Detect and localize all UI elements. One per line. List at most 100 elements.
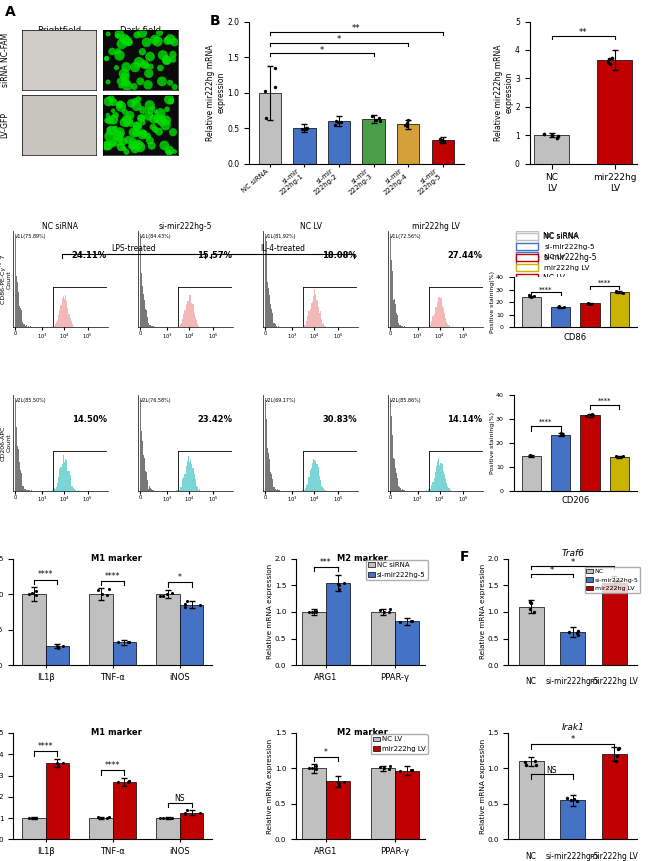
Y-axis label: Relative mRNA expression: Relative mRNA expression [267,564,274,660]
Text: ***: *** [320,558,332,567]
Point [525,449,535,462]
Point [553,128,564,142]
Text: IL-4-treated: IL-4-treated [260,245,306,253]
Text: NS: NS [547,765,557,775]
Bar [180,813,203,839]
Polygon shape [265,460,356,491]
Point [304,604,314,618]
Point [406,614,417,628]
Text: Brightfield: Brightfield [37,26,81,34]
Bar [516,232,538,244]
Point [530,758,541,771]
Text: M1 marker: M1 marker [90,554,142,563]
Point [608,579,619,593]
Point [27,586,37,600]
Point [333,775,343,789]
Text: 23.42%: 23.42% [197,415,232,424]
Point [155,812,165,826]
Y-axis label: CD86-PE-Cy™ 7
Count: CD86-PE-Cy™ 7 Count [0,255,12,304]
Point [525,449,536,462]
Text: si-mir222hg-5: si-mir222hg-5 [546,852,599,861]
Legend: NC, si-mir222hg-5, mir222hg LV: NC, si-mir222hg-5, mir222hg LV [584,567,640,593]
Point [611,574,621,588]
Point [155,589,165,603]
Y-axis label: Relative mRNA expression: Relative mRNA expression [480,564,486,660]
Bar [302,612,326,666]
Point [97,587,107,601]
Point [123,635,133,649]
Text: ****: **** [38,571,53,579]
Point [539,127,549,140]
Text: *: * [320,46,324,55]
Text: 14.14%: 14.14% [447,415,482,424]
Text: F: F [460,550,469,564]
Point [384,762,394,776]
Bar [560,801,585,839]
Point [566,794,577,808]
Point [611,449,621,463]
Bar [551,435,570,491]
Point [333,115,343,129]
Text: *: * [550,566,554,574]
Point [112,775,123,789]
Point [572,626,582,640]
Polygon shape [265,288,356,327]
Title: NC LV: NC LV [300,221,322,231]
Point [525,596,535,610]
Point [179,808,190,821]
Point [588,408,598,422]
Bar [326,781,350,839]
Text: NC: NC [526,852,537,861]
Point [556,429,566,443]
Point [384,605,394,619]
Point [614,573,624,587]
Text: NC LV: NC LV [543,274,566,282]
Text: *: * [337,35,341,44]
Point [370,114,381,127]
Text: 15.57%: 15.57% [197,251,232,260]
Y-axis label: Relative mir222hg mRNA
expression: Relative mir222hg mRNA expression [206,44,226,141]
Legend: NC LV, mir222hg LV: NC LV, mir222hg LV [370,734,428,754]
Text: V2L(85.86%): V2L(85.86%) [390,398,422,403]
Point [339,576,350,590]
Point [607,52,618,65]
Point [526,449,537,463]
Point [52,640,62,653]
Point [339,775,350,789]
Point [261,111,272,125]
Y-axis label: Relative mRNA expression: Relative mRNA expression [480,739,486,833]
Title: si-mir222hg-5: si-mir222hg-5 [159,221,213,231]
Point [604,57,615,71]
Polygon shape [15,400,106,491]
Point [23,811,34,825]
Text: *: * [178,573,182,582]
Text: si-mir222hg-5: si-mir222hg-5 [546,678,599,686]
Point [124,635,135,649]
Text: M1 marker: M1 marker [90,728,142,737]
Point [406,615,416,629]
Point [401,120,411,133]
Polygon shape [140,456,231,491]
Bar [602,583,627,666]
Bar [156,818,180,839]
Point [571,795,582,808]
Bar [519,761,543,839]
Text: M2 marker: M2 marker [337,554,387,563]
Bar [516,274,538,286]
Bar [560,632,585,666]
Bar [395,771,419,839]
Bar [22,594,46,666]
Point [311,604,321,617]
Text: ****: **** [598,398,612,404]
Point [569,793,580,807]
Point [529,754,539,768]
Polygon shape [390,458,482,491]
Point [573,623,584,637]
Point [112,635,123,649]
Text: NC siRNA: NC siRNA [543,232,579,240]
Bar [156,594,180,666]
Point [374,603,385,616]
Point [521,759,532,772]
Point [334,583,345,597]
Point [330,118,340,132]
